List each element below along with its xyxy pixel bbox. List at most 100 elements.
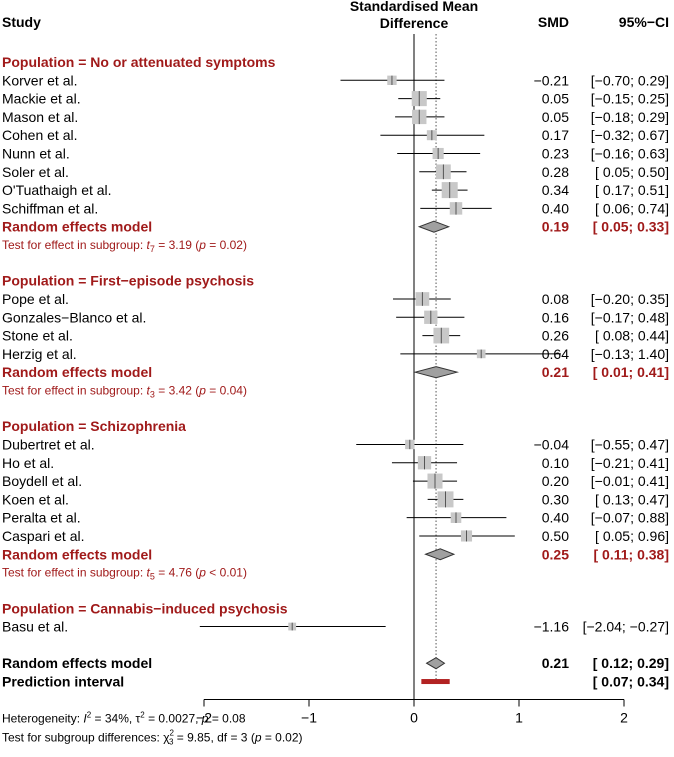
- study-ci: [−0.18; 0.29]: [591, 109, 669, 125]
- study-smd: 0.28: [542, 164, 569, 180]
- study-smd: 0.05: [542, 109, 569, 125]
- study-name: Soler et al.: [2, 164, 69, 180]
- study-ci: [−0.07; 0.88]: [591, 510, 669, 526]
- study-smd: 0.05: [542, 91, 569, 107]
- x-axis-tick-label: −2: [196, 710, 212, 726]
- study-name: Herzig et al.: [2, 346, 77, 362]
- study-ci: [ 0.06; 0.74]: [595, 200, 669, 216]
- header-study: Study: [2, 14, 41, 30]
- x-axis-tick-label: 2: [620, 710, 628, 726]
- header-smd: SMD: [538, 14, 569, 30]
- subgroup-pooled-ci: [ 0.01; 0.41]: [593, 364, 669, 380]
- subgroup-pooled-smd: 0.21: [542, 364, 569, 380]
- study-ci: [ 0.05; 0.96]: [595, 528, 669, 544]
- study-smd: 0.64: [542, 346, 569, 362]
- study-smd: 0.50: [542, 528, 569, 544]
- study-ci: [−0.16; 0.63]: [591, 146, 669, 162]
- prediction-interval-bar: [421, 679, 450, 685]
- subgroup-pooled-label: Random effects model: [2, 364, 152, 380]
- study-name: Cohen et al.: [2, 127, 78, 143]
- study-smd: 0.17: [542, 127, 569, 143]
- study-ci: [ 0.13; 0.47]: [595, 491, 669, 507]
- x-axis-tick-label: 1: [515, 710, 523, 726]
- prediction-interval-label: Prediction interval: [2, 674, 124, 690]
- subgroup-label: Population = Schizophrenia: [2, 418, 186, 434]
- study-ci: [−0.21; 0.41]: [591, 455, 669, 471]
- subgroup-pooled-diamond: [424, 548, 456, 561]
- header-effect-line1: Standardised Mean: [350, 0, 478, 14]
- study-smd: −0.04: [534, 436, 570, 452]
- study-name: O'Tuathaigh et al.: [2, 182, 112, 198]
- prediction-interval-ci: [ 0.07; 0.34]: [593, 674, 669, 690]
- study-name: Gonzales−Blanco et al.: [2, 309, 146, 325]
- subgroup-label: Population = First−episode psychosis: [2, 273, 254, 289]
- study-smd: 0.23: [542, 146, 569, 162]
- study-smd: 0.40: [542, 510, 569, 526]
- study-ci: [ 0.17; 0.51]: [595, 182, 669, 198]
- study-name: Basu et al.: [2, 619, 68, 635]
- study-smd: 0.20: [542, 473, 569, 489]
- x-axis-tick-label: −1: [301, 710, 317, 726]
- study-smd: 0.10: [542, 455, 569, 471]
- header-ci: 95%−CI: [619, 14, 669, 30]
- study-ci: [−0.15; 0.25]: [591, 91, 669, 107]
- header-effect-line2: Difference: [380, 15, 449, 31]
- study-smd: 0.26: [542, 328, 569, 344]
- subgroup-pooled-diamond: [417, 220, 451, 233]
- study-ci: [−0.70; 0.29]: [591, 72, 669, 88]
- subgroup-pooled-smd: 0.19: [542, 219, 569, 235]
- study-name: Ho et al.: [2, 455, 54, 471]
- x-axis-tick-label: 0: [410, 710, 418, 726]
- footer-notes: Heterogeneity: I2 = 34%, τ2 = 0.0027, p …: [2, 711, 303, 747]
- subgroup-test-text: Test for effect in subgroup: t3 = 3.42 (…: [2, 383, 247, 399]
- study-ci: [−2.04; −0.27]: [583, 619, 669, 635]
- study-ci: [−0.32; 0.67]: [591, 127, 669, 143]
- study-ci: [−0.01; 0.41]: [591, 473, 669, 489]
- subgroup-pooled-label: Random effects model: [2, 546, 152, 562]
- subgroup-pooled-diamond: [413, 366, 460, 379]
- study-name: Korver et al.: [2, 72, 77, 88]
- study-name: Mason et al.: [2, 109, 78, 125]
- study-smd: 0.16: [542, 309, 569, 325]
- plot-area: [199, 34, 561, 700]
- study-ci: [−0.17; 0.48]: [591, 309, 669, 325]
- subgroup-label: Population = No or attenuated symptoms: [2, 54, 276, 70]
- study-smd: −0.21: [534, 72, 570, 88]
- study-name: Mackie et al.: [2, 91, 81, 107]
- subgroup-test-text: Test for effect in subgroup: t5 = 4.76 (…: [2, 566, 247, 582]
- study-name: Peralta et al.: [2, 510, 81, 526]
- study-ci: [ 0.08; 0.44]: [595, 328, 669, 344]
- subgroup-pooled-ci: [ 0.05; 0.33]: [593, 219, 669, 235]
- overall-pooled-ci: [ 0.12; 0.29]: [593, 655, 669, 671]
- heterogeneity-text: Heterogeneity: I2 = 34%, τ2 = 0.0027, p …: [2, 711, 246, 726]
- study-name: Stone et al.: [2, 328, 73, 344]
- study-name: Dubertret et al.: [2, 436, 95, 452]
- table-rows: Population = No or attenuated symptoms Ko…: [2, 54, 669, 690]
- study-smd: 0.30: [542, 491, 569, 507]
- study-ci: [−0.20; 0.35]: [591, 291, 669, 307]
- overall-pooled-label: Random effects model: [2, 655, 152, 671]
- x-axis: −2 −1 0 1 2: [196, 699, 628, 726]
- subgroup-pooled-smd: 0.25: [542, 546, 569, 562]
- study-ci: [ 0.05; 0.50]: [595, 164, 669, 180]
- overall-pooled-diamond: [425, 657, 446, 670]
- study-smd: −1.16: [534, 619, 570, 635]
- study-name: Koen et al.: [2, 491, 69, 507]
- study-name: Schiffman et al.: [2, 200, 98, 216]
- subgroup-label: Population = Cannabis−induced psychosis: [2, 600, 288, 616]
- study-ci: [−0.13; 1.40]: [591, 346, 669, 362]
- subgroup-test-text: Test for effect in subgroup: t7 = 3.19 (…: [2, 238, 247, 254]
- study-name: Caspari et al.: [2, 528, 84, 544]
- study-name: Pope et al.: [2, 291, 69, 307]
- study-smd: 0.40: [542, 200, 569, 216]
- subgroup-pooled-label: Random effects model: [2, 219, 152, 235]
- subgroup-difference-test-text: Test for subgroup differences: χ2 3 = 9.8…: [2, 729, 303, 747]
- study-smd: 0.34: [542, 182, 569, 198]
- subgroup-pooled-ci: [ 0.11; 0.38]: [594, 546, 670, 562]
- overall-pooled-smd: 0.21: [542, 655, 569, 671]
- column-headers: Study Standardised Mean Difference SMD 9…: [2, 0, 669, 31]
- study-ci: [−0.55; 0.47]: [591, 436, 669, 452]
- study-name: Boydell et al.: [2, 473, 82, 489]
- study-name: Nunn et al.: [2, 146, 70, 162]
